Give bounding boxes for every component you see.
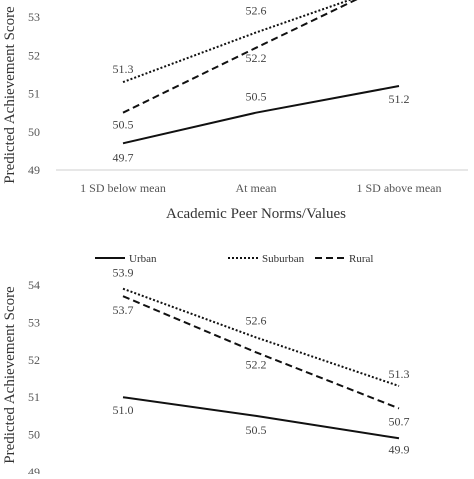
series-line-rural — [122, 295, 400, 410]
legend-label-urban: Urban — [129, 253, 157, 265]
y-tick-label: 52 — [28, 353, 40, 367]
y-tick-label: 51 — [28, 87, 40, 101]
series-line-suburban — [122, 0, 353, 84]
data-label-rural: 50.7 — [389, 414, 410, 428]
y-tick-label: 49 — [28, 163, 40, 177]
y-tick-label: 50 — [28, 428, 40, 442]
y-tick-label: 51 — [28, 390, 40, 404]
data-label-suburban: 53.9 — [113, 266, 134, 280]
data-label-urban: 49.7 — [113, 150, 134, 164]
top-chart: Predicted Achievement Score 49 50 51 52 53 1… — [2, 0, 468, 222]
series-line-urban — [122, 85, 400, 145]
data-label-urban: 50.5 — [246, 90, 267, 104]
data-label-urban: 51.2 — [389, 92, 410, 106]
y-tick-label: 52 — [28, 48, 40, 62]
series-line-urban — [122, 396, 400, 440]
series-line-suburban — [122, 287, 400, 387]
data-label-suburban: 52.6 — [246, 313, 267, 327]
top-x-axis-title: Academic Peer Norms/Values — [166, 206, 346, 222]
bottom-chart: Urban Suburban Rural Predicted Achievement… — [2, 253, 410, 479]
data-label-rural: 50.5 — [113, 118, 134, 132]
data-label-rural: 53.7 — [113, 303, 134, 317]
y-tick-label: 50 — [28, 125, 40, 139]
legend-item-rural: Rural — [315, 253, 373, 265]
x-tick-label: At mean — [236, 181, 277, 195]
data-label-rural: 52.2 — [246, 357, 267, 371]
data-label-urban: 50.5 — [246, 423, 267, 437]
legend-label-suburban: Suburban — [262, 253, 305, 265]
y-tick-label: 53 — [28, 315, 40, 329]
bottom-y-tick-labels: 49 50 51 52 53 54 — [28, 278, 40, 479]
data-label-rural: 52.2 — [246, 51, 267, 65]
x-tick-label: 1 SD below mean — [80, 181, 166, 195]
bottom-series-group: 51.0 50.5 49.9 53.9 52.6 51.3 53.7 52.2 50.7 — [113, 266, 410, 457]
data-label-suburban: 51.3 — [389, 367, 410, 381]
data-label-urban: 51.0 — [113, 403, 134, 417]
bottom-legend: Urban Suburban Rural — [95, 253, 373, 265]
data-label-urban: 49.9 — [389, 442, 410, 456]
top-series-group: 49.750.551.251.352.653.950.552.2 — [113, 0, 410, 164]
legend-label-rural: Rural — [349, 253, 373, 265]
bottom-y-axis-title: Predicted Achievement Score — [2, 286, 18, 464]
y-tick-label: 49 — [28, 465, 40, 474]
x-tick-label: 1 SD above mean — [357, 181, 442, 195]
legend-item-urban: Urban — [95, 253, 157, 265]
top-y-axis-title: Predicted Achievement Score — [2, 6, 18, 184]
top-x-tick-labels: 1 SD below mean At mean 1 SD above mean — [80, 181, 441, 195]
data-label-suburban: 52.6 — [246, 3, 267, 17]
series-line-rural — [122, 0, 358, 114]
y-tick-label: 54 — [28, 278, 40, 292]
legend-item-suburban: Suburban — [228, 253, 305, 265]
y-tick-label: 53 — [28, 10, 40, 24]
top-y-tick-labels: 49 50 51 52 53 — [28, 10, 40, 177]
data-label-suburban: 51.3 — [113, 62, 134, 76]
